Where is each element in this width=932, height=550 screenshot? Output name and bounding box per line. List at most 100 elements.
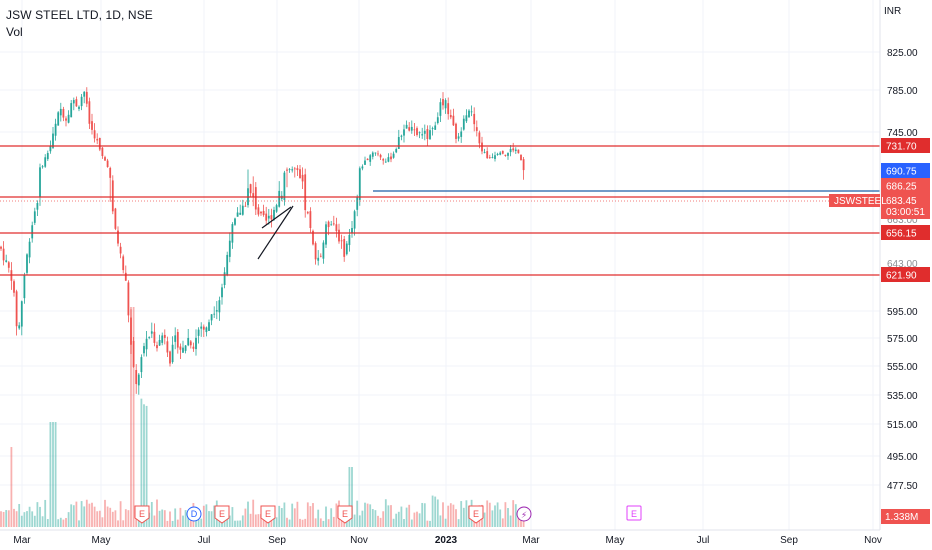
candle-body [182, 347, 184, 353]
wedge-lower-line[interactable] [257, 205, 294, 260]
volume-bar [369, 504, 372, 527]
last-price-tag[interactable] [881, 193, 930, 219]
volume-bar [483, 512, 486, 527]
volume-bar [293, 508, 296, 527]
candle-body [403, 129, 405, 136]
candle-body [119, 246, 122, 254]
level-price-tag[interactable] [881, 138, 930, 153]
volume-bar [371, 509, 374, 527]
candle-body [460, 131, 463, 137]
volume-bar [322, 520, 325, 527]
price-tick-label: 515.00 [887, 420, 918, 431]
volume-bar [10, 447, 13, 527]
volume-bar [278, 505, 281, 527]
price-tag[interactable] [881, 178, 930, 193]
volume-bar [182, 515, 184, 527]
candle-body [257, 207, 260, 215]
volume-bar [358, 515, 361, 527]
svg-text:E: E [265, 509, 271, 519]
candle-body [244, 205, 247, 207]
candle-body [309, 211, 312, 228]
volume-bar [296, 501, 299, 527]
volume-bar [169, 511, 171, 527]
volume-bar [254, 514, 257, 527]
volume-bar [213, 505, 216, 527]
wedge-upper-line[interactable] [261, 206, 292, 229]
event-E-icon[interactable]: E [260, 505, 276, 524]
candle-body [236, 212, 239, 217]
symbol-title[interactable]: JSW STEEL LTD, 1D, NSE [6, 8, 153, 22]
event-E-icon[interactable]: E [337, 505, 353, 524]
candle-body [228, 240, 231, 257]
volume-bar [41, 516, 44, 527]
volume-bar [179, 507, 182, 527]
candle-body [413, 129, 416, 131]
volume-bar [449, 503, 452, 527]
horizontal-levels[interactable] [0, 145, 880, 276]
candle-body [473, 113, 476, 125]
price-axis[interactable]: 825.00 785.00 745.00 595.00 575.00 555.00 535.… [829, 0, 930, 530]
volume-bar [455, 509, 457, 527]
event-E-icon[interactable]: E [134, 505, 150, 524]
candle-body [109, 167, 112, 178]
volume-bar [400, 506, 403, 527]
volume-bar [403, 519, 405, 527]
time-tick-label: Nov [350, 535, 368, 546]
candle-body [111, 180, 114, 212]
candle-body [283, 172, 286, 200]
volume-bar [499, 509, 502, 527]
event-markers[interactable]: E D E E E E ⚡ E [134, 505, 642, 524]
volume-bar [236, 520, 239, 527]
volume-bar [122, 520, 125, 527]
volume-bar [416, 511, 418, 527]
candle-body [174, 335, 177, 342]
candle-body [348, 234, 351, 246]
volume-bar [96, 511, 99, 527]
event-D-icon[interactable]: D [186, 506, 202, 522]
candle-body [28, 241, 31, 258]
candle-body [447, 103, 450, 115]
candle-body [140, 357, 143, 373]
symbol-tag-text: JSWSTEEL [834, 196, 887, 207]
volume-bar [197, 515, 200, 527]
event-E-icon[interactable]: E [468, 505, 484, 524]
candle-body [96, 139, 99, 141]
volume-bar [283, 502, 286, 527]
time-axis[interactable]: Mar May Jul Sep Nov 2023 Mar May Jul Sep Nov [0, 529, 882, 546]
volume-bar [330, 508, 333, 527]
volume-bar [7, 510, 10, 527]
volume-bar [377, 515, 379, 527]
candle-body [195, 337, 197, 350]
candle-body [317, 257, 320, 261]
volume-bar [397, 511, 400, 527]
candle-body [124, 272, 127, 281]
event-E-future-icon[interactable]: E [626, 505, 642, 521]
event-E-icon[interactable]: E [214, 505, 230, 524]
candle-body [332, 223, 335, 225]
volume-bar [231, 507, 234, 527]
candle-body [392, 153, 395, 158]
symbol-tag[interactable] [829, 194, 880, 207]
candle-body [148, 337, 151, 338]
level-price-tag[interactable] [881, 267, 930, 282]
volume-bar [49, 422, 52, 527]
price-tag[interactable] [881, 163, 930, 178]
candle-body [423, 130, 426, 134]
event-S-icon[interactable]: ⚡ [516, 506, 532, 522]
volume-tag[interactable] [881, 509, 930, 524]
volume-bar [174, 508, 177, 527]
svg-text:D: D [191, 509, 198, 519]
trend-drawings[interactable] [257, 190, 880, 260]
volume-bar [62, 519, 65, 527]
candle-body [465, 115, 468, 122]
volume-bar [31, 511, 34, 527]
candle-body [369, 155, 372, 162]
volume-indicator-label[interactable]: Vol [6, 25, 23, 39]
level-price-tag[interactable] [881, 225, 930, 240]
volume-bar [88, 503, 91, 527]
volume-bar [345, 517, 348, 527]
volume-bar [421, 502, 424, 527]
svg-text:E: E [631, 509, 637, 519]
candlesticks [0, 87, 525, 395]
